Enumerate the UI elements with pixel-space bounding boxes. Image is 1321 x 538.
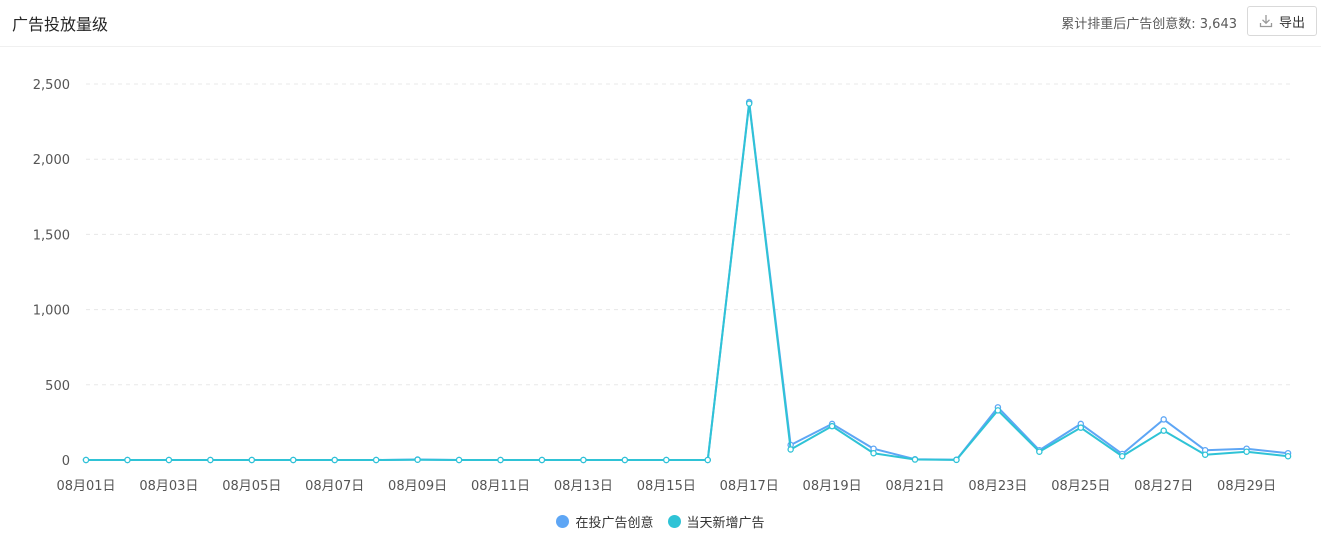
x-tick-label: 08月17日 [720,479,779,494]
x-tick-label: 08月05日 [222,479,281,494]
panel-header: 广告投放量级 累计排重后广告创意数: 3,643 导出 [0,0,1321,47]
line-chart: 0 500 1,000 1,500 2,000 2,500 08月01日 08月03日 08月0… [33,78,1292,494]
data-point [82,456,90,464]
y-tick-label: 500 [45,379,70,394]
data-point [1201,451,1209,458]
data-point [580,456,587,464]
data-point [828,422,836,430]
x-tick-label: 08月25日 [1051,479,1110,494]
x-tick-label: 08月23日 [968,479,1027,494]
data-point [704,456,712,464]
series-line-new [86,102,1289,461]
data-point [1243,448,1250,455]
x-tick-label: 08月09日 [388,479,447,494]
data-point [911,456,919,463]
y-tick-label: 1,500 [33,228,70,243]
data-point [538,456,546,464]
data-point [663,456,670,464]
x-tick-label: 08月21日 [885,479,944,494]
data-point [497,456,504,464]
total-creatives-count: 累计排重后广告创意数: 3,643 [1061,17,1237,32]
chart-legend: 在投广告创意 当天新增广告 [0,512,1321,531]
data-point [414,456,421,463]
data-point [1160,416,1167,423]
x-tick-label: 08月29日 [1217,479,1276,494]
data-point [953,456,960,464]
data-point [372,456,380,464]
legend-label: 在投广告创意 [575,516,654,531]
data-point [124,456,131,464]
data-point [331,456,338,464]
data-point [994,407,1002,414]
data-point [455,456,463,464]
x-tick-label: 08月01日 [56,479,115,494]
series-line-active [86,101,1289,461]
y-tick-label: 1,000 [33,304,70,319]
x-tick-label: 08月19日 [803,479,862,494]
data-point [621,456,629,464]
data-point [787,446,794,453]
data-point [870,449,877,457]
export-button[interactable]: 导出 [1247,6,1317,36]
legend-label: 当天新增广告 [686,516,765,531]
data-point [289,456,297,464]
x-tick-label: 08月13日 [554,479,613,494]
y-tick-label: 2,000 [33,153,70,168]
y-tick-label: 0 [62,454,70,469]
x-tick-label: 08月07日 [305,479,364,494]
data-point [1284,452,1292,460]
data-point [165,456,173,464]
data-point [1119,452,1126,460]
legend-item-new[interactable]: 当天新增广告 [667,512,765,531]
x-tick-label: 08月27日 [1134,479,1193,494]
data-point [1160,427,1167,434]
data-point [1077,424,1085,431]
download-icon [1259,14,1273,28]
legend-marker [556,515,570,528]
data-point [248,456,256,464]
panel-title: 广告投放量级 [12,15,109,34]
data-point [207,456,214,464]
legend-item-active[interactable]: 在投广告创意 [556,512,654,531]
x-tick-label: 08月03日 [139,479,198,494]
y-tick-label: 2,500 [33,78,70,93]
x-tick-label: 08月11日 [471,479,530,494]
x-tick-label: 08月15日 [637,479,696,494]
data-point [1036,448,1043,455]
legend-marker [667,515,681,528]
export-label: 导出 [1278,15,1305,31]
data-point [745,100,753,107]
